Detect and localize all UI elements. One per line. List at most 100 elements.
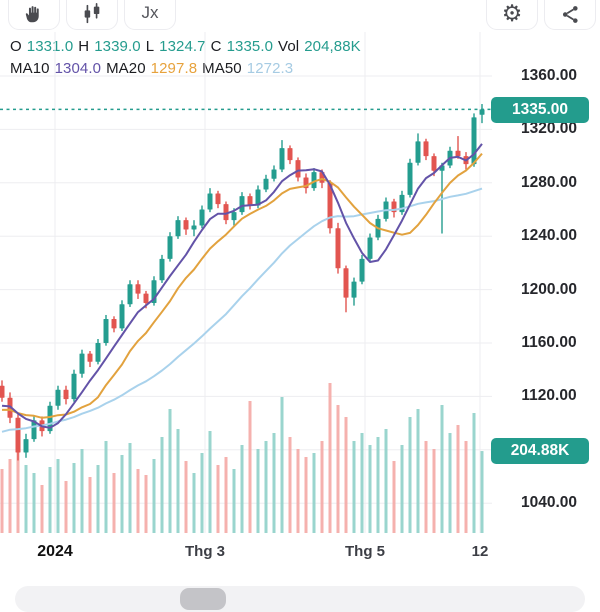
volume-bar xyxy=(40,485,44,533)
candle-body xyxy=(287,148,293,161)
candle-body xyxy=(231,212,237,221)
volume-bar xyxy=(288,437,292,533)
volume-bar xyxy=(184,461,188,533)
price-axis-label: 1200.00 xyxy=(520,280,578,298)
price-axis-label: 1280.00 xyxy=(520,173,578,191)
volume-bar xyxy=(464,441,468,533)
candlestick-icon xyxy=(81,3,103,25)
volume-bar xyxy=(56,459,60,533)
volume-bar xyxy=(88,477,92,533)
volume-bar xyxy=(200,453,204,533)
candle-body xyxy=(127,284,133,305)
open-label: O xyxy=(10,38,22,55)
volume-bar xyxy=(80,449,84,533)
price-axis-label: 1040.00 xyxy=(520,494,578,512)
volume-bar xyxy=(480,451,484,533)
candle-body xyxy=(343,268,349,298)
candle-body xyxy=(63,389,69,400)
candle-body xyxy=(79,353,85,374)
volume-bar xyxy=(376,437,380,533)
candle-body xyxy=(335,228,341,269)
candle-body xyxy=(207,193,213,210)
volume-bar xyxy=(24,465,28,533)
candle-body xyxy=(0,385,5,398)
candle-body xyxy=(119,304,125,329)
volume-bar xyxy=(216,465,220,533)
candle-body xyxy=(15,417,21,453)
volume-bar xyxy=(400,445,404,533)
ma-legend: MA10 1304.0 MA20 1297.8 MA50 1272.3 xyxy=(10,60,293,77)
chart-style-button[interactable] xyxy=(66,0,118,30)
open-value: 1331.0 xyxy=(26,38,74,55)
volume-bar xyxy=(320,441,324,533)
candle-body xyxy=(279,148,285,170)
share-button[interactable] xyxy=(544,0,596,30)
candle-body xyxy=(23,439,29,453)
ma10-line xyxy=(1,143,483,429)
volume-bar xyxy=(456,425,460,533)
candle-body xyxy=(471,117,477,165)
candle-body xyxy=(31,420,37,440)
volume-bar xyxy=(328,383,332,533)
volume-bar xyxy=(128,443,132,533)
time-axis-label: 2024 xyxy=(37,543,73,560)
candle-body xyxy=(143,293,149,303)
settings-button[interactable]: ⚙ xyxy=(486,0,538,30)
low-value: 1324.7 xyxy=(159,38,206,55)
current-price-badge: 1335.00 xyxy=(491,97,589,123)
candle-body xyxy=(431,156,437,171)
volume-value: 204,88K xyxy=(304,38,361,55)
volume-bar xyxy=(352,441,356,533)
ma20-line xyxy=(1,152,483,419)
price-axis-label: 1240.00 xyxy=(520,227,578,245)
volume-bar xyxy=(96,465,100,533)
volume-bar xyxy=(72,463,76,533)
volume-bar xyxy=(32,473,36,533)
candle-body xyxy=(175,220,181,237)
volume-bar xyxy=(360,433,364,533)
volume-bar xyxy=(208,431,212,533)
candle-body xyxy=(295,160,301,178)
volume-bar xyxy=(280,397,284,533)
ma20-value: 1297.8 xyxy=(150,60,198,77)
candle-body xyxy=(191,225,197,230)
volume-bar xyxy=(224,457,228,533)
hand-icon xyxy=(23,3,45,25)
volume-bar xyxy=(160,437,164,533)
candle-body xyxy=(415,141,421,163)
jx-label: Jx xyxy=(141,3,159,22)
candle-body xyxy=(135,284,141,294)
candle-body xyxy=(167,236,173,259)
share-icon xyxy=(560,4,581,25)
price-axis-label: 1360.00 xyxy=(520,67,578,84)
candle-body xyxy=(407,162,413,195)
volume-bar xyxy=(48,467,52,533)
volume-bar xyxy=(144,475,148,533)
candle-body xyxy=(239,196,245,213)
candle-body xyxy=(351,281,357,298)
volume-bar xyxy=(472,413,476,533)
candle-body xyxy=(199,209,205,226)
ma50-value: 1272.3 xyxy=(246,60,294,77)
low-label: L xyxy=(145,38,155,55)
volume-bar xyxy=(368,445,372,533)
chart-scrollbar-handle[interactable] xyxy=(180,588,226,610)
ma20-label: MA20 xyxy=(106,60,146,77)
volume-bar xyxy=(232,469,236,533)
candle-body xyxy=(479,109,485,115)
volume-bar xyxy=(392,461,396,533)
close-value: 1335.0 xyxy=(226,38,274,55)
candle-body xyxy=(263,178,269,190)
candle-body xyxy=(103,318,109,343)
pan-tool-button[interactable] xyxy=(8,0,60,30)
chart-scrollbar-track[interactable] xyxy=(15,586,585,612)
candle-body xyxy=(7,397,13,418)
candle-body xyxy=(247,196,253,206)
candle-body xyxy=(359,258,365,282)
indicator-button[interactable]: Jx xyxy=(124,0,176,30)
candle-body xyxy=(455,150,461,157)
candle-body xyxy=(95,343,101,362)
candle-body xyxy=(255,189,261,206)
ma50-label: MA50 xyxy=(202,60,242,77)
